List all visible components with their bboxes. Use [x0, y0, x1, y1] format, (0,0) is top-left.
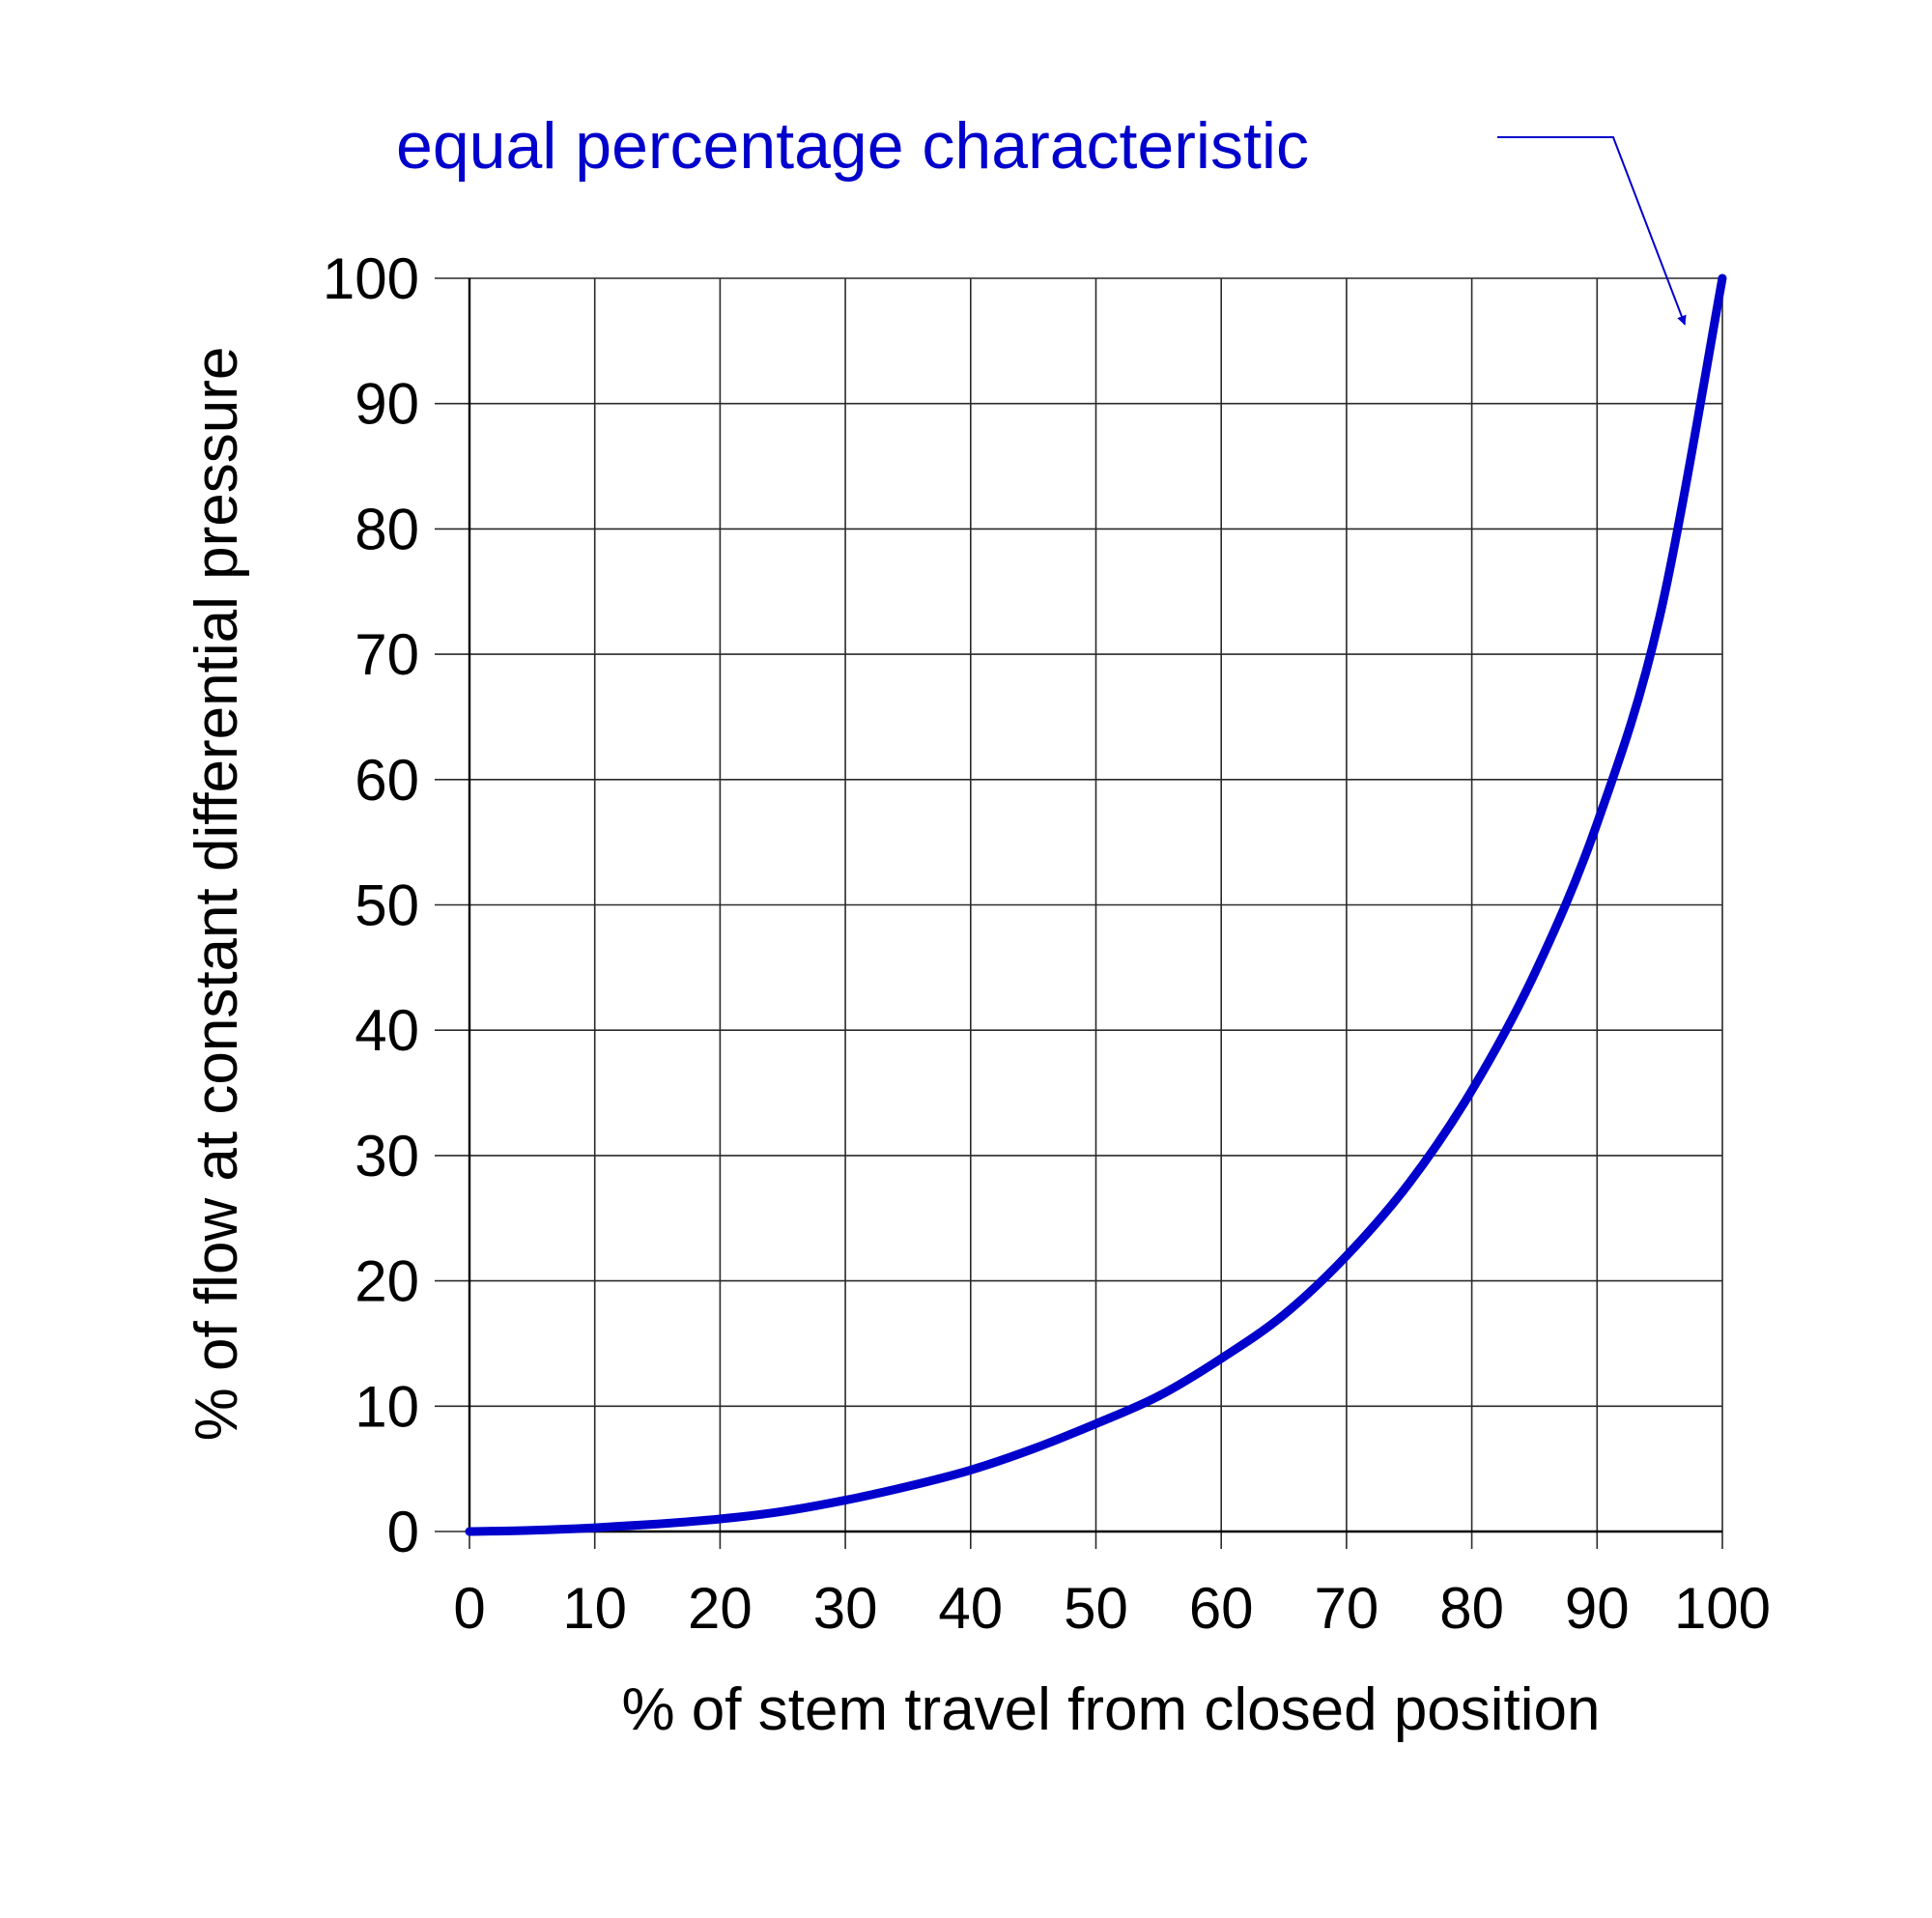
- x-tick-label: 0: [453, 1576, 485, 1641]
- y-axis-title: % of flow at constant differential press…: [184, 347, 250, 1442]
- x-axis-title: % of stem travel from closed position: [621, 1676, 1600, 1743]
- tick-labels: 0 10 20 30 40 50 60 70 80 90 100 0 10 20 30 40 50 60 70 80 9…: [323, 246, 1771, 1641]
- x-tick-label: 50: [1064, 1576, 1128, 1641]
- x-tick-label: 70: [1315, 1576, 1379, 1641]
- x-tick-label: 30: [813, 1576, 878, 1641]
- x-tick-label: 100: [1674, 1576, 1771, 1641]
- y-tick-label: 100: [323, 246, 419, 311]
- x-tick-label: 10: [562, 1576, 627, 1641]
- y-tick-label: 30: [355, 1124, 419, 1188]
- x-tick-label: 40: [938, 1576, 1003, 1641]
- x-tick-label: 90: [1565, 1576, 1630, 1641]
- y-tick-label: 70: [355, 622, 419, 687]
- x-tick-label: 60: [1189, 1576, 1254, 1641]
- y-tick-label: 80: [355, 497, 419, 561]
- annotation-arrow: [1497, 136, 1687, 326]
- grid: [435, 277, 1723, 1549]
- x-tick-label: 80: [1439, 1576, 1504, 1641]
- y-tick-label: 10: [355, 1374, 419, 1439]
- series: [465, 273, 1727, 1536]
- y-tick-label: 40: [355, 998, 419, 1063]
- y-tick-label: 50: [355, 873, 419, 938]
- y-tick-label: 0: [387, 1500, 419, 1564]
- y-tick-label: 90: [355, 372, 419, 437]
- y-tick-label: 60: [355, 748, 419, 813]
- x-tick-label: 20: [688, 1576, 753, 1641]
- annotation-label: equal percentage characteristic: [396, 109, 1309, 183]
- y-tick-label: 20: [355, 1249, 419, 1314]
- axes: [468, 278, 1722, 1533]
- series-line: [465, 273, 1727, 1536]
